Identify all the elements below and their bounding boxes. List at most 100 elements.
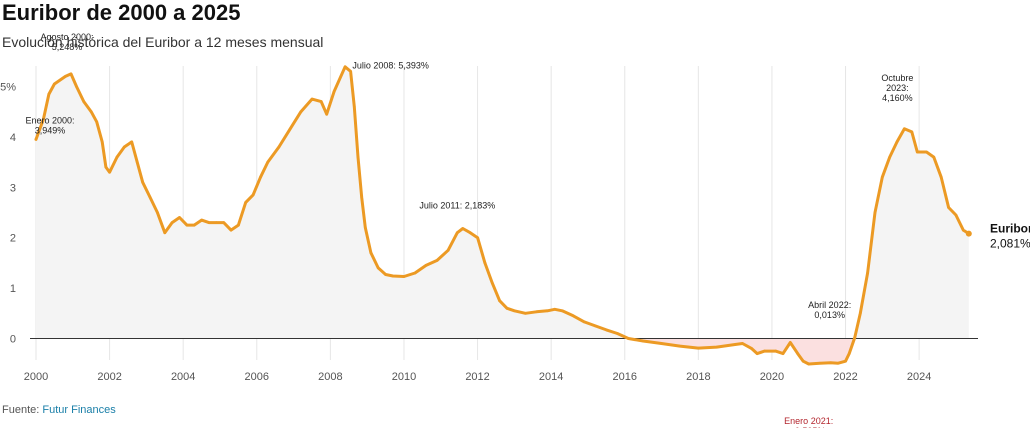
data-point xyxy=(461,227,465,230)
data-point xyxy=(215,221,218,224)
annotation-label: Octubre xyxy=(881,73,913,83)
data-point xyxy=(853,336,856,340)
data-point xyxy=(229,228,233,232)
data-point xyxy=(349,70,352,73)
data-point xyxy=(266,160,270,164)
data-point xyxy=(123,145,126,149)
area-negative xyxy=(36,338,969,364)
annotation-label: Enero 2021: xyxy=(784,416,833,426)
data-point xyxy=(251,193,255,197)
data-point xyxy=(192,223,196,227)
chart-subtitle: Evolución histórica del Euribor a 12 mes… xyxy=(2,34,324,50)
data-point xyxy=(807,362,810,366)
data-point xyxy=(925,150,928,154)
data-point xyxy=(277,145,281,149)
x-tick-label: 2024 xyxy=(907,371,931,383)
annotation-label: -0,505% xyxy=(792,426,826,428)
data-point xyxy=(34,138,38,141)
data-point xyxy=(356,155,360,159)
data-point xyxy=(413,271,417,275)
x-tick-label: 2002 xyxy=(97,371,121,383)
y-tick-label: 2 xyxy=(10,233,16,245)
data-point xyxy=(796,352,799,355)
data-point xyxy=(42,118,45,121)
data-point xyxy=(244,201,247,204)
data-point xyxy=(104,165,108,169)
data-point xyxy=(364,226,367,229)
data-point xyxy=(130,140,133,144)
y-tick-label: 3 xyxy=(10,182,16,194)
data-point xyxy=(859,312,862,315)
data-point xyxy=(360,196,364,199)
data-point xyxy=(424,264,428,267)
data-point xyxy=(678,344,682,348)
data-point xyxy=(185,223,189,227)
data-point xyxy=(881,175,884,179)
data-point xyxy=(476,236,479,239)
data-point xyxy=(222,221,225,224)
data-point xyxy=(789,341,792,344)
annotation-label: Agosto 2000: xyxy=(40,32,93,42)
data-point xyxy=(82,100,86,103)
data-point xyxy=(873,211,877,214)
x-tick-label: 2012 xyxy=(465,371,489,383)
data-point xyxy=(616,332,619,335)
source-note: Fuente: Futur Finances xyxy=(2,404,116,416)
x-tick-label: 2006 xyxy=(245,371,269,383)
data-point xyxy=(627,337,630,340)
data-point xyxy=(148,196,152,199)
annotation-label: Julio 2008: 5,393% xyxy=(352,61,429,71)
data-point xyxy=(932,155,936,159)
data-point xyxy=(583,320,586,324)
data-point xyxy=(89,110,93,113)
data-point xyxy=(141,181,144,184)
data-point xyxy=(332,90,336,93)
data-point xyxy=(513,309,516,313)
data-point xyxy=(115,155,119,159)
data-point xyxy=(299,110,303,113)
data-point xyxy=(954,213,958,217)
data-point xyxy=(435,259,439,262)
annotation-label: 2023: xyxy=(886,83,909,93)
annotation-label: Enero 2000: xyxy=(25,116,74,126)
data-point xyxy=(95,120,98,124)
x-tick-label: 2008 xyxy=(318,371,342,383)
annotation-label: 5,248% xyxy=(52,42,83,52)
data-point xyxy=(64,75,67,78)
data-point xyxy=(847,352,851,355)
data-point xyxy=(755,352,759,355)
end-label-value: 2,081% xyxy=(990,237,1030,251)
data-point xyxy=(546,309,549,313)
data-point xyxy=(170,221,174,224)
data-point xyxy=(237,223,240,227)
chart-title: Euribor de 2000 a 2025 xyxy=(2,0,241,25)
data-point xyxy=(962,228,965,232)
data-point xyxy=(571,314,575,318)
data-point xyxy=(483,261,487,265)
data-point xyxy=(402,275,406,278)
data-point xyxy=(715,345,718,349)
data-point xyxy=(446,249,450,252)
x-tick-label: 2022 xyxy=(833,371,857,383)
annotation-label: Julio 2011: 2,183% xyxy=(419,201,495,211)
data-point xyxy=(888,155,891,159)
data-point xyxy=(818,361,822,365)
data-point xyxy=(895,140,899,144)
data-point xyxy=(939,175,943,179)
data-point xyxy=(866,271,869,275)
annotation-label: 3,949% xyxy=(35,126,66,136)
data-point xyxy=(741,342,744,345)
source-label: Fuente: xyxy=(2,404,40,416)
data-point xyxy=(53,82,56,86)
data-point xyxy=(916,150,919,154)
data-point xyxy=(641,339,645,343)
data-point xyxy=(605,328,608,332)
data-point xyxy=(391,274,395,278)
data-point xyxy=(343,65,347,69)
data-point xyxy=(774,349,777,353)
data-point xyxy=(288,128,292,131)
end-label-name: Euribor xyxy=(990,222,1030,236)
data-point xyxy=(594,324,597,328)
x-tick-label: 2010 xyxy=(392,371,416,383)
source-link[interactable]: Futur Finances xyxy=(42,404,116,416)
